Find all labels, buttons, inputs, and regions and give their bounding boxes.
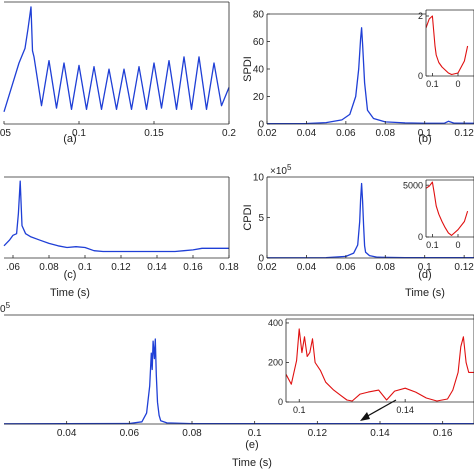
inset-y-tick-label: 5000 <box>403 180 423 190</box>
panel-label: (a) <box>63 133 76 145</box>
x-tick-label: 0.12 <box>454 128 474 139</box>
inset-x-tick-label: 0.1 <box>293 405 306 415</box>
panel-label: (d) <box>418 269 431 281</box>
x-tick-label: 0.14 <box>147 262 167 273</box>
inset-y-tick-label: 0 <box>278 397 283 407</box>
panel-b: 0.02 0.04 0.06 0.08 0.1 0.12020406080SPDI(b)0… <box>242 9 474 145</box>
inset-series-line <box>426 15 469 76</box>
x-tick-label: 0.12 <box>454 262 474 273</box>
inset-e: 0.1 0.14 0 200 400 <box>268 318 474 415</box>
x-tick-label: 0.08 <box>376 262 396 273</box>
y-tick-label: 60 <box>253 37 265 48</box>
x-tick-label: 0.1 <box>418 128 432 139</box>
panel-a: .05 0.1 0.15 0.2 (a) <box>0 1 236 145</box>
inset-y-tick-label: 400 <box>268 318 283 328</box>
x-tick-label: 0.06 <box>120 428 140 439</box>
x-axis-label: Time (s) <box>50 287 90 299</box>
x-tick-label: 0.1 <box>72 128 86 139</box>
x-tick-label: 0.04 <box>57 428 77 439</box>
y-tick-label: 10 <box>253 173 265 184</box>
x-tick-label: 0.02 <box>257 128 277 139</box>
x-tick-label: .05 <box>0 128 11 139</box>
panel-label: (c) <box>64 269 77 281</box>
y-tick-label: 0 <box>258 120 264 131</box>
series-line <box>3 338 474 425</box>
inset-x-tick-label: 0.14 <box>396 405 414 415</box>
x-tick-label: 0.15 <box>144 128 164 139</box>
inset-pointer-arrow <box>360 399 397 421</box>
inset-y-tick-label: 0 <box>418 232 423 242</box>
x-tick-label: 0.02 <box>257 262 277 273</box>
inset-x-tick-label: 0 <box>455 79 460 89</box>
x-tick-label: 0.06 <box>336 262 356 273</box>
inset-x-tick-label: 0.1 <box>426 240 439 250</box>
x-tick-label: 0.08 <box>39 262 59 273</box>
series-line <box>3 6 230 112</box>
x-tick-label: 0.06 <box>336 128 356 139</box>
x-tick-label: 0.1 <box>78 262 92 273</box>
x-axis-label: Time (s) <box>405 287 445 299</box>
inset-b: 0.1 002 <box>418 9 474 89</box>
inset-series-line <box>426 181 469 236</box>
y-tick-label: 80 <box>253 10 265 21</box>
y-axis-label: CPDI <box>242 204 254 230</box>
y-tick-label: 20 <box>253 92 265 103</box>
x-tick-label: 0.08 <box>376 128 396 139</box>
inset-y-tick-label: 2 <box>418 11 423 21</box>
y-tick-label: 40 <box>253 65 265 76</box>
x-axis-label: Time (s) <box>232 457 272 469</box>
inset-y-tick-label: 0 <box>418 71 423 81</box>
x-tick-label: 0.18 <box>219 262 239 273</box>
y-axis-label: SPDI <box>242 56 254 82</box>
x-tick-label: 0.2 <box>222 128 236 139</box>
y-tick-label: 5 <box>258 213 264 224</box>
series-line <box>3 180 229 253</box>
panel-e: 0.04 0.06 0.08 0.1 0.12 0.14 0.16 05 (e) Time (s)… <box>0 301 474 469</box>
x-tick-label: 0.04 <box>297 262 317 273</box>
y-scale-exponent: 05 <box>0 301 11 315</box>
inset-x-tick-label: 0.1 <box>426 79 439 89</box>
inset-series-line <box>286 328 474 402</box>
x-tick-label: 0.16 <box>183 262 203 273</box>
series-line <box>266 182 474 259</box>
panel-label: (b) <box>418 133 431 145</box>
x-tick-label: 0.08 <box>182 428 202 439</box>
x-tick-label: 0.12 <box>308 428 328 439</box>
series-line <box>266 27 474 125</box>
inset-x-tick-label: 0 <box>455 240 460 250</box>
x-tick-label: 0.16 <box>433 428 453 439</box>
x-tick-label: 0.1 <box>248 428 262 439</box>
inset-background <box>426 10 474 76</box>
x-tick-label: 0.12 <box>111 262 131 273</box>
x-tick-label: 0.1 <box>418 262 432 273</box>
panel-d: 0.02 0.04 0.06 0.08 0.1 0.12 0 5 10 CPDI ×105 (d) Ti… <box>242 163 474 299</box>
panel-c: .06 0.08 0.1 0.12 0.14 0.16 0.18 (c) Time (s) <box>3 176 239 299</box>
inset-y-tick-label: 200 <box>268 358 283 368</box>
y-scale-exponent: ×105 <box>270 163 292 177</box>
panel-label: (e) <box>245 439 258 451</box>
x-tick-label: 0.04 <box>297 128 317 139</box>
x-tick-label: 0.14 <box>370 428 390 439</box>
x-tick-label: .06 <box>6 262 20 273</box>
y-tick-label: 0 <box>258 254 264 265</box>
inset-background <box>286 319 474 402</box>
